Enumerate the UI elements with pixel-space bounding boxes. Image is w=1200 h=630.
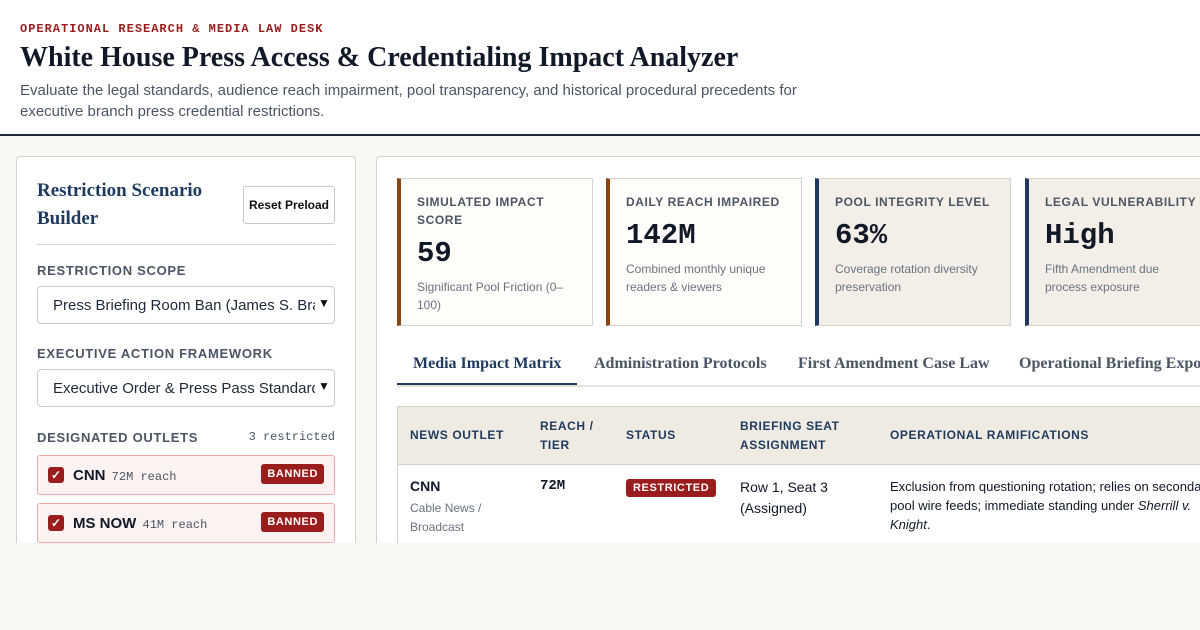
- outlet-name-text: CNN: [73, 467, 106, 484]
- table-header: NEWS OUTLET REACH / TIER STATUS BRIEFING…: [398, 407, 1200, 465]
- metric-note: Significant Pool Friction (0–100): [417, 280, 564, 312]
- outlet-item-cnn[interactable]: ✓ CNN 72M reach BANNED: [37, 455, 335, 495]
- outlet-reach: 41M reach: [142, 518, 208, 532]
- desk-eyebrow: OPERATIONAL RESEARCH & MEDIA LAW DESK: [20, 22, 324, 36]
- restriction-scope-value: Press Briefing Room Ban (James S. Brady …: [53, 297, 315, 314]
- metric-card-impact-score: SIMULATED IMPACT SCORE 59 Significant Po…: [397, 178, 593, 326]
- outlet-reach: 72M reach: [111, 470, 177, 484]
- tab-first-amendment-case-law[interactable]: First Amendment Case Law: [798, 355, 990, 372]
- metric-card-reach-impaired: DAILY REACH IMPAIRED 142M Combined month…: [606, 178, 802, 326]
- restriction-scope-select[interactable]: Press Briefing Room Ban (James S. Brady …: [37, 286, 335, 324]
- metric-value: 59: [417, 237, 452, 270]
- status-badge: RESTRICTED: [626, 479, 717, 497]
- banned-badge: BANNED: [261, 512, 324, 532]
- metric-label: POOL INTEGRITY LEVEL: [835, 195, 990, 209]
- status-cell: RESTRICTED: [626, 477, 717, 498]
- metric-note: Coverage rotation diversity preservation: [835, 262, 978, 294]
- framework-value: Executive Order & Press Pass Standards: [53, 380, 315, 397]
- checkbox-checked-icon[interactable]: ✓: [48, 515, 64, 531]
- row-seat-assignment: Row 1, Seat 3 (Assigned): [740, 479, 828, 516]
- column-header: NEWS OUTLET: [410, 428, 504, 442]
- ramifications-text: Exclusion from questioning rotation; rel…: [890, 479, 1200, 513]
- banned-badge: BANNED: [261, 464, 324, 484]
- column-header: REACH / TIER: [540, 419, 594, 452]
- row-ramifications: Exclusion from questioning rotation; rel…: [890, 477, 1200, 534]
- metric-cards: SIMULATED IMPACT SCORE 59 Significant Po…: [397, 178, 1200, 326]
- framework-label: EXECUTIVE ACTION FRAMEWORK: [37, 346, 273, 361]
- chevron-down-icon: ▼: [317, 296, 331, 310]
- ramifications-end: .: [926, 517, 931, 532]
- outlet-item-ms-now[interactable]: ✓ MS NOW 41M reach BANNED: [37, 503, 335, 543]
- scenario-builder-panel: Restriction Scenario Builder Reset Prelo…: [16, 156, 356, 543]
- tab-operational-briefing-export[interactable]: Operational Briefing Export: [1019, 355, 1200, 372]
- row-outlet-name: CNN: [410, 478, 441, 494]
- metric-note: Combined monthly unique readers & viewer…: [626, 262, 766, 294]
- outlet-name: CNN 72M reach: [73, 467, 176, 484]
- metric-label: LEGAL VULNERABILITY: [1045, 195, 1197, 209]
- analysis-panel: SIMULATED IMPACT SCORE 59 Significant Po…: [376, 156, 1200, 543]
- table-row: CNN Cable News / Broadcast 72M RESTRICTE…: [398, 465, 1200, 543]
- metric-card-legal-vulnerability: LEGAL VULNERABILITY High Fifth Amendment…: [1025, 178, 1200, 326]
- metric-value: 63%: [835, 219, 888, 252]
- page-subtitle: Evaluate the legal standards, audience r…: [20, 82, 797, 120]
- page-header: OPERATIONAL RESEARCH & MEDIA LAW DESK Wh…: [0, 0, 1200, 136]
- column-header: OPERATIONAL RAMIFICATIONS: [890, 428, 1089, 442]
- designated-outlets-label: DESIGNATED OUTLETS: [37, 430, 199, 445]
- outlet-name-text: MS NOW: [73, 515, 137, 532]
- outlets-header: DESIGNATED OUTLETS 3 restricted: [37, 429, 335, 447]
- restricted-count: 3 restricted: [248, 430, 335, 444]
- scenario-builder-header: Restriction Scenario Builder Reset Prelo…: [37, 157, 335, 245]
- checkbox-checked-icon[interactable]: ✓: [48, 467, 64, 483]
- metric-card-pool-integrity: POOL INTEGRITY LEVEL 63% Coverage rotati…: [815, 178, 1011, 326]
- tab-media-impact-matrix[interactable]: Media Impact Matrix: [397, 355, 578, 385]
- case-citation: Sherrill v. Knight: [890, 498, 1192, 532]
- analysis-tabs: Media Impact Matrix Administration Proto…: [397, 347, 1200, 387]
- metric-value: 142M: [626, 219, 696, 252]
- row-reach: 72M: [540, 478, 566, 494]
- page-title: White House Press Access & Credentialing…: [20, 42, 739, 73]
- metric-label: DAILY REACH IMPAIRED: [626, 195, 780, 209]
- reset-preload-button[interactable]: Reset Preload: [243, 186, 335, 224]
- framework-select[interactable]: Executive Order & Press Pass Standards ▼: [37, 369, 335, 407]
- outlet-name: MS NOW 41M reach: [73, 515, 207, 532]
- column-header: BRIEFING SEAT ASSIGNMENT: [740, 419, 840, 452]
- metric-value: High: [1045, 219, 1115, 252]
- restriction-scope-label: RESTRICTION SCOPE: [37, 263, 187, 278]
- column-header: STATUS: [626, 428, 676, 442]
- media-impact-table: NEWS OUTLET REACH / TIER STATUS BRIEFING…: [397, 406, 1200, 543]
- tab-administration-protocols[interactable]: Administration Protocols: [594, 355, 767, 372]
- chevron-down-icon: ▼: [317, 379, 331, 393]
- metric-note: Fifth Amendment due process exposure: [1045, 262, 1160, 294]
- metric-label: SIMULATED IMPACT SCORE: [417, 195, 545, 227]
- scenario-builder-title: Restriction Scenario Builder: [37, 180, 203, 229]
- row-outlet-category: Cable News / Broadcast: [410, 501, 482, 534]
- outlet-cell: CNN Cable News / Broadcast: [410, 477, 520, 537]
